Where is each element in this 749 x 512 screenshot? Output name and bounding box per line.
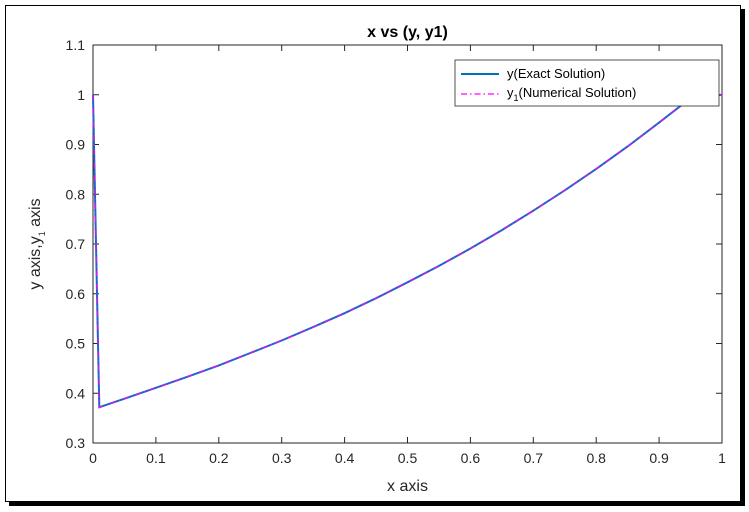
y-tick-label: 1.1	[66, 37, 86, 53]
legend-label-numerical-main: y	[507, 85, 514, 100]
y-tick-label: 0.9	[66, 137, 86, 153]
x-tick-label: 0.9	[649, 450, 669, 466]
y-axis-label-main: y axis,y	[27, 236, 44, 289]
y-axis-label-subscript: 1	[37, 231, 47, 236]
y-tick-label: 0.5	[66, 336, 86, 352]
y-tick-label: 0.8	[66, 186, 86, 202]
x-tick-label: 0.3	[272, 450, 292, 466]
x-tick-label: 1	[718, 450, 726, 466]
y-axis-label: y axis,y1 axis	[27, 198, 47, 289]
y-tick-label: 1	[77, 87, 85, 103]
x-axis-label: x axis	[387, 478, 428, 495]
y-axis-label-suffix: axis	[27, 198, 44, 231]
legend-label-numerical: y1(Numerical Solution)	[507, 85, 636, 103]
y-tick-label: 0.7	[66, 236, 86, 252]
x-tick-label: 0.4	[335, 450, 355, 466]
axis-ticks: 0 0.1 0.2 0.3 0.4 0.5 0.6 0.7 0.8 0.9 1 0.3 0.4 0.5 0.…	[66, 37, 727, 466]
legend-label-numerical-subscript: 1	[514, 93, 519, 103]
series-line-numerical	[92, 94, 723, 409]
y-tick-label: 0.6	[66, 286, 86, 302]
x-tick-label: 0.2	[209, 450, 229, 466]
x-tick-label: 0.7	[524, 450, 544, 466]
y-tick-label: 0.3	[66, 435, 86, 451]
chart-title: x vs (y, y1)	[367, 24, 448, 41]
legend-label-exact: y(Exact Solution)	[507, 66, 605, 81]
x-tick-label: 0.6	[461, 450, 481, 466]
legend-label-numerical-suffix: (Numerical Solution)	[519, 85, 637, 100]
series-group	[92, 93, 723, 409]
legend-box	[454, 59, 720, 107]
x-tick-label: 0.8	[586, 450, 606, 466]
legend: y(Exact Solution) y1(Numerical Solution)	[454, 59, 720, 107]
series-line-exact	[92, 93, 723, 409]
x-tick-label: 0	[89, 450, 97, 466]
y-tick-label: 0.4	[66, 385, 86, 401]
x-tick-label: 0.5	[398, 450, 418, 466]
x-tick-label: 0.1	[146, 450, 166, 466]
